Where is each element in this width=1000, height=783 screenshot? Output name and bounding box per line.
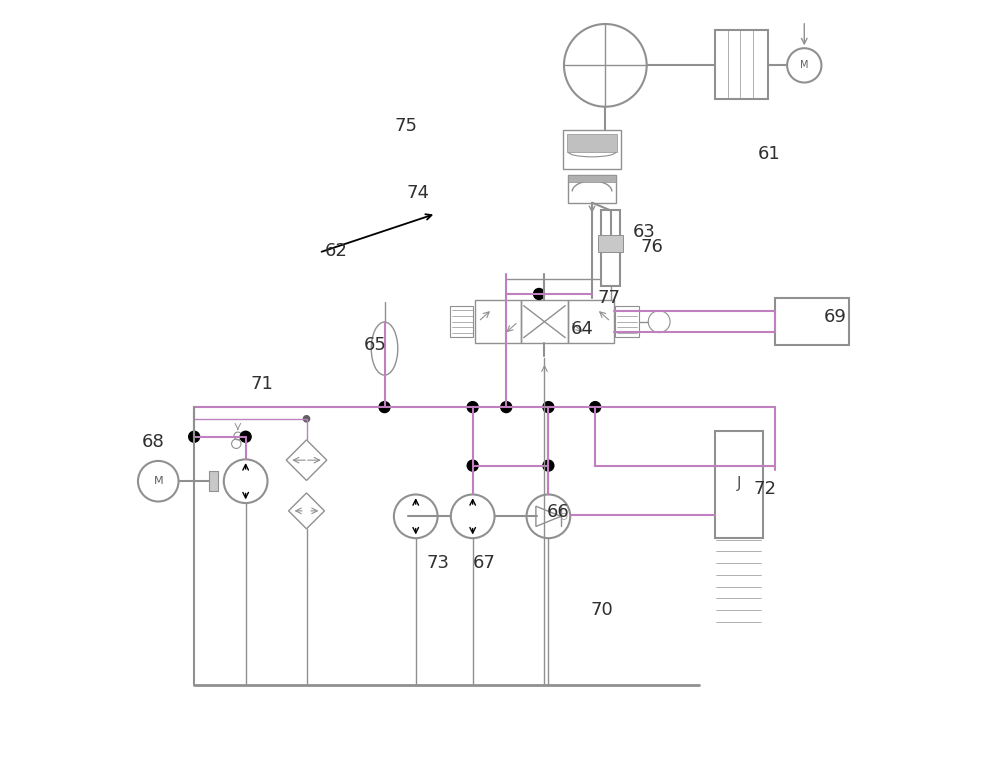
Bar xyxy=(521,300,568,343)
Bar xyxy=(475,300,521,343)
Circle shape xyxy=(303,416,310,422)
Circle shape xyxy=(534,288,544,299)
Bar xyxy=(568,300,614,343)
Circle shape xyxy=(590,402,601,413)
Circle shape xyxy=(467,460,478,471)
Circle shape xyxy=(240,431,251,442)
Text: 75: 75 xyxy=(395,117,418,135)
Bar xyxy=(209,471,218,492)
Text: 70: 70 xyxy=(590,601,613,619)
Bar xyxy=(715,431,763,538)
Text: J: J xyxy=(736,476,741,491)
Circle shape xyxy=(501,402,512,413)
Bar xyxy=(715,31,768,99)
Bar xyxy=(568,175,616,182)
Bar xyxy=(615,306,639,337)
Text: M: M xyxy=(153,476,163,486)
Text: 68: 68 xyxy=(141,433,164,451)
Circle shape xyxy=(543,402,554,413)
Circle shape xyxy=(467,402,478,413)
Text: 73: 73 xyxy=(426,554,449,572)
Text: 67: 67 xyxy=(473,554,496,572)
Circle shape xyxy=(379,402,390,413)
Text: 77: 77 xyxy=(598,289,621,307)
Text: 76: 76 xyxy=(641,238,664,256)
Circle shape xyxy=(189,431,200,442)
Text: 74: 74 xyxy=(407,183,430,201)
Bar xyxy=(598,236,623,252)
Text: 64: 64 xyxy=(570,320,593,338)
Text: 63: 63 xyxy=(633,222,656,240)
Bar xyxy=(563,130,621,169)
Text: 66: 66 xyxy=(547,503,570,521)
Text: 65: 65 xyxy=(364,336,387,354)
Bar xyxy=(450,306,473,337)
Text: M: M xyxy=(800,60,809,70)
Text: 72: 72 xyxy=(754,480,777,498)
Bar xyxy=(567,134,617,152)
Text: 61: 61 xyxy=(758,145,781,163)
Text: 62: 62 xyxy=(325,242,348,260)
Circle shape xyxy=(543,460,554,471)
Text: 71: 71 xyxy=(251,375,273,393)
Bar xyxy=(568,175,616,203)
Bar xyxy=(775,298,849,345)
Text: 69: 69 xyxy=(824,309,847,327)
Bar xyxy=(601,211,620,286)
